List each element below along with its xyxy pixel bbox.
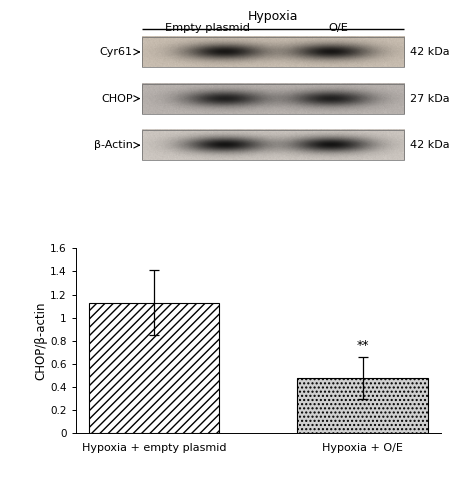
Text: CHOP: CHOP <box>101 94 133 104</box>
Bar <box>142 37 404 67</box>
Text: 42 kDa: 42 kDa <box>410 140 449 150</box>
Bar <box>297 378 428 433</box>
Text: Empty plasmid: Empty plasmid <box>165 22 250 32</box>
Y-axis label: CHOP/β-actin: CHOP/β-actin <box>35 301 47 380</box>
Text: **: ** <box>356 339 369 352</box>
Text: 42 kDa: 42 kDa <box>410 47 449 57</box>
Bar <box>142 130 404 160</box>
Bar <box>89 303 219 433</box>
Text: Hypoxia: Hypoxia <box>248 10 298 23</box>
Text: O/E: O/E <box>328 22 348 32</box>
Text: β-Actin: β-Actin <box>94 140 133 150</box>
Text: 27 kDa: 27 kDa <box>410 94 449 104</box>
Text: Cyr61: Cyr61 <box>100 47 133 57</box>
Bar <box>142 84 404 114</box>
